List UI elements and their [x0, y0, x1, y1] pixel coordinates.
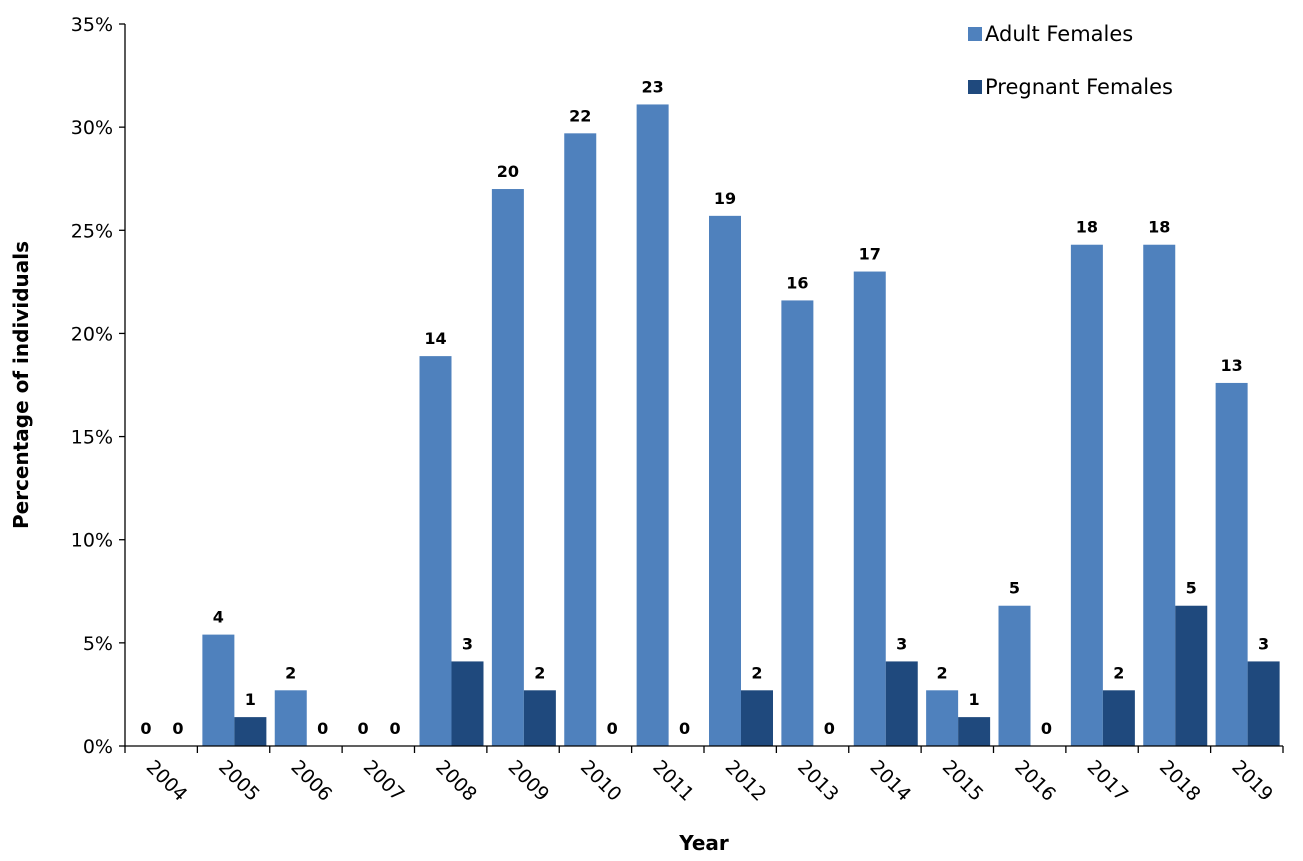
data-label: 13 [1220, 356, 1242, 375]
data-label: 5 [1009, 579, 1020, 598]
bar [741, 690, 773, 746]
x-tick-label: 2015 [938, 756, 988, 806]
bar [1247, 661, 1280, 746]
y-tick-label: 35% [71, 14, 113, 36]
data-label: 0 [1041, 719, 1052, 738]
data-label: 0 [607, 719, 618, 738]
bar [523, 690, 556, 746]
data-label: 5 [1186, 579, 1197, 598]
y-tick-label: 30% [71, 117, 113, 139]
data-label: 23 [641, 77, 663, 96]
data-label: 0 [358, 719, 369, 738]
data-label: 2 [285, 663, 296, 682]
data-label: 2 [534, 663, 545, 682]
data-label: 0 [390, 719, 401, 738]
bar [491, 189, 524, 746]
data-label: 16 [786, 273, 808, 292]
bar [709, 215, 741, 747]
legend-label: Pregnant Females [985, 75, 1173, 99]
bar [564, 133, 597, 746]
y-tick-label: 5% [83, 633, 113, 655]
data-label: 18 [1076, 218, 1098, 237]
data-label: 18 [1148, 218, 1170, 237]
bar [202, 634, 235, 746]
data-label: 14 [424, 329, 446, 348]
bar [451, 661, 484, 746]
bar [636, 104, 669, 747]
data-label: 0 [140, 719, 151, 738]
x-tick-label: 2008 [431, 756, 481, 806]
bar [958, 717, 991, 746]
x-tick-label: 2014 [865, 756, 915, 806]
data-label: 2 [1113, 663, 1124, 682]
legend-swatch [968, 27, 982, 41]
bar [781, 300, 814, 746]
data-label: 17 [859, 245, 881, 264]
y-tick-label: 20% [71, 323, 113, 345]
x-tick-label: 2013 [793, 756, 843, 806]
data-label: 2 [751, 663, 762, 682]
data-label: 0 [679, 719, 690, 738]
y-tick-label: 10% [71, 530, 113, 552]
data-label: 1 [969, 690, 980, 709]
data-label: 22 [569, 106, 591, 125]
bar [1143, 244, 1176, 746]
x-tick-label: 2009 [504, 756, 554, 806]
data-label: 1 [245, 690, 256, 709]
bar [998, 605, 1031, 746]
bar [234, 717, 267, 746]
data-label: 4 [213, 608, 224, 627]
data-label: 19 [714, 189, 736, 208]
bar [885, 661, 918, 746]
bar [1175, 605, 1208, 746]
bar [853, 271, 886, 746]
y-tick-label: 25% [71, 220, 113, 242]
bar [1215, 382, 1248, 746]
data-label: 0 [317, 719, 328, 738]
bar [1102, 690, 1135, 746]
x-tick-label: 2012 [721, 756, 771, 806]
y-tick-label: 15% [71, 427, 113, 449]
y-axis-title: Percentage of individuals [9, 241, 33, 529]
data-label: 20 [497, 162, 519, 181]
x-tick-label: 2016 [1010, 756, 1060, 806]
bar [274, 690, 307, 746]
x-tick-label: 2006 [286, 756, 336, 806]
x-tick-label: 2019 [1227, 756, 1277, 806]
x-tick-label: 2005 [214, 756, 264, 806]
legend-label: Adult Females [985, 22, 1133, 46]
data-label: 3 [462, 634, 473, 653]
x-tick-label: 2011 [648, 756, 698, 806]
y-tick-label: 0% [83, 736, 113, 758]
legend-swatch [968, 80, 982, 94]
bar [419, 356, 452, 746]
x-tick-label: 2010 [576, 756, 626, 806]
x-tick-label: 2017 [1083, 756, 1133, 806]
data-label: 3 [896, 634, 907, 653]
bar [1070, 244, 1103, 746]
data-label: 0 [824, 719, 835, 738]
x-tick-label: 2007 [359, 756, 409, 806]
data-label: 3 [1258, 634, 1269, 653]
x-tick-label: 2018 [1155, 756, 1205, 806]
bar [926, 690, 959, 746]
data-label: 2 [937, 663, 948, 682]
data-label: 0 [172, 719, 183, 738]
x-axis-title: Year [678, 831, 729, 855]
x-tick-label: 2004 [142, 756, 192, 806]
